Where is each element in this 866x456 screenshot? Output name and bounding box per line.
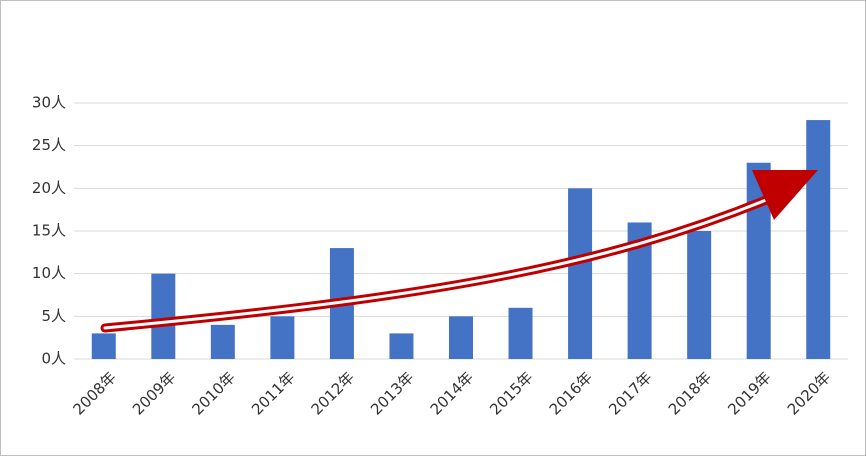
y-tick-label: 20人 <box>32 179 66 197</box>
bar <box>449 316 473 359</box>
bar <box>568 188 593 359</box>
bar <box>91 333 116 359</box>
bar <box>389 333 414 359</box>
arrow-inner <box>103 188 792 330</box>
bar <box>806 120 831 359</box>
bar <box>687 231 712 359</box>
bar <box>210 324 235 359</box>
y-tick-label: 5人 <box>41 307 66 325</box>
arrow-head <box>752 170 818 220</box>
y-tick-label: 30人 <box>32 94 66 112</box>
trend-arrow <box>100 170 818 333</box>
bars <box>91 120 831 359</box>
bar <box>151 273 176 359</box>
bar <box>270 316 295 359</box>
bar <box>508 307 533 359</box>
y-tick-label: 0人 <box>41 350 66 368</box>
y-tick-label: 10人 <box>32 264 66 282</box>
y-tick-label: 15人 <box>32 222 66 240</box>
y-tick-label: 25人 <box>32 136 66 154</box>
